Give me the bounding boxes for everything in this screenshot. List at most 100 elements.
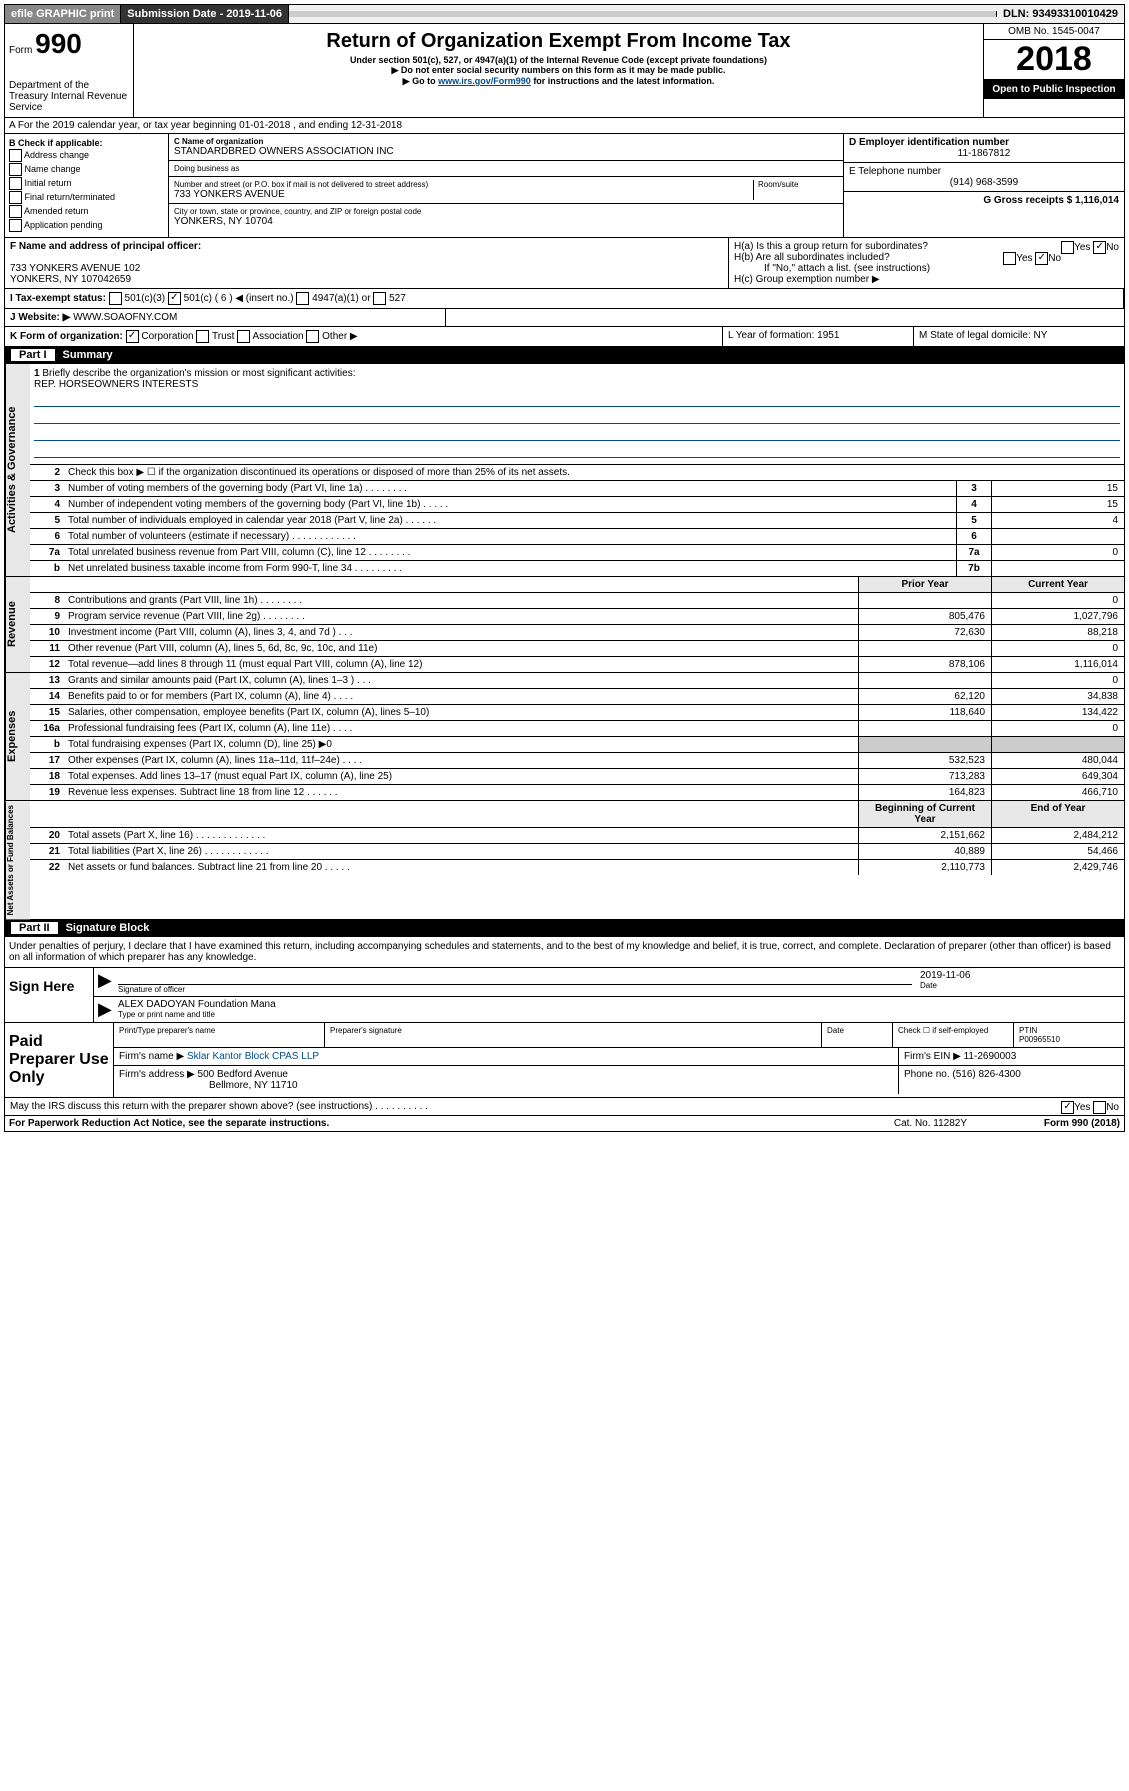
summary-row: 21Total liabilities (Part X, line 26) . …: [30, 844, 1124, 860]
colb-option[interactable]: Application pending: [9, 219, 164, 232]
form-title: Return of Organization Exempt From Incom…: [138, 30, 979, 53]
h-date: Date: [822, 1023, 893, 1047]
col-c: C Name of organization STANDARDBRED OWNE…: [169, 134, 843, 237]
subtitle-1: Under section 501(c), 527, or 4947(a)(1)…: [138, 55, 979, 65]
part2-label: Part II: [11, 922, 58, 934]
summary-row: 12Total revenue—add lines 8 through 11 (…: [30, 657, 1124, 672]
hb-yes-checkbox[interactable]: [1003, 252, 1016, 265]
sign-here-label: Sign Here: [5, 968, 94, 1022]
col-de: D Employer identification number 11-1867…: [843, 134, 1124, 237]
sig-officer-label: Signature of officer: [118, 985, 912, 994]
501c-checkbox[interactable]: ✓: [168, 292, 181, 305]
summary-revenue: Revenue Prior Year Current Year 8Contrib…: [4, 577, 1125, 673]
col-h: H(a) Is this a group return for subordin…: [729, 238, 1124, 288]
footer-left: For Paperwork Reduction Act Notice, see …: [9, 1118, 329, 1129]
website-label: J Website: ▶: [10, 312, 70, 323]
summary-row: 4Number of independent voting members of…: [30, 497, 1124, 513]
summary-row: 9Program service revenue (Part VIII, lin…: [30, 609, 1124, 625]
header-left: Form 990 Department of the Treasury Inte…: [5, 24, 134, 117]
sub3-pre: ▶ Go to: [403, 76, 438, 86]
header-right: OMB No. 1545-0047 2018 Open to Public In…: [983, 24, 1124, 117]
hc-label: H(c) Group exemption number ▶: [734, 274, 1119, 285]
hdr-curr: Current Year: [991, 577, 1124, 592]
4947-checkbox[interactable]: [296, 292, 309, 305]
summary-row: 7aTotal unrelated business revenue from …: [30, 545, 1124, 561]
summary-row: 3Number of voting members of the governi…: [30, 481, 1124, 497]
4947-label: 4947(a)(1) or: [312, 293, 370, 304]
summary-row: 15Salaries, other compensation, employee…: [30, 705, 1124, 721]
footer-mid: Cat. No. 11282Y: [894, 1118, 1044, 1129]
discuss-no-checkbox[interactable]: [1093, 1101, 1106, 1114]
form-number: 990: [35, 28, 82, 59]
addr-label: Number and street (or P.O. box if mail i…: [174, 180, 753, 189]
col-b: B Check if applicable: Address change Na…: [5, 134, 169, 237]
header-center: Return of Organization Exempt From Incom…: [134, 24, 983, 117]
summary-row: bNet unrelated business taxable income f…: [30, 561, 1124, 576]
discuss-yes-checkbox[interactable]: ✓: [1061, 1101, 1074, 1114]
ein-label: D Employer identification number: [849, 137, 1009, 148]
street-address: 733 YONKERS AVENUE: [174, 189, 753, 200]
ein-value: 11-1867812: [849, 148, 1119, 159]
501c3-checkbox[interactable]: [109, 292, 122, 305]
omb-number: OMB No. 1545-0047: [984, 24, 1124, 40]
ha-yes-checkbox[interactable]: [1061, 241, 1074, 254]
colb-option[interactable]: Name change: [9, 163, 164, 176]
ha-no-checkbox[interactable]: ✓: [1093, 241, 1106, 254]
colb-option[interactable]: Initial return: [9, 177, 164, 190]
footer-right: Form 990 (2018): [1044, 1118, 1120, 1129]
row-fh: F Name and address of principal officer:…: [4, 238, 1125, 289]
row-j: J Website: ▶ WWW.SOAOFNY.COM: [4, 309, 1125, 327]
summary-row: 16aProfessional fundraising fees (Part I…: [30, 721, 1124, 737]
firm-addr: 500 Bedford Avenue: [198, 1069, 288, 1080]
ptin-value: P00965510: [1019, 1035, 1060, 1044]
dln-label: DLN: 93493310010429: [997, 5, 1124, 23]
org-name: STANDARDBRED OWNERS ASSOCIATION INC: [174, 146, 838, 157]
instructions-link[interactable]: www.irs.gov/Form990: [438, 76, 531, 86]
arrow-icon: ▶: [98, 999, 118, 1020]
part2-title: Signature Block: [66, 922, 150, 934]
summary-row: 17Other expenses (Part IX, column (A), l…: [30, 753, 1124, 769]
officer-name: ALEX DADOYAN Foundation Mana: [118, 999, 1120, 1010]
state-domicile: M State of legal domicile: NY: [914, 327, 1124, 346]
h-check: Check ☐ if self-employed: [893, 1023, 1014, 1047]
h-ptin: PTIN: [1019, 1026, 1037, 1035]
hb-no-checkbox[interactable]: ✓: [1035, 252, 1048, 265]
colb-option[interactable]: Final return/terminated: [9, 191, 164, 204]
part2-header: Part II Signature Block: [4, 920, 1125, 937]
subtitle-3: ▶ Go to www.irs.gov/Form990 for instruct…: [138, 76, 979, 87]
summary-row: 11Other revenue (Part VIII, column (A), …: [30, 641, 1124, 657]
firm-ein: 11-2690003: [964, 1051, 1017, 1062]
summary-row: 6Total number of volunteers (estimate if…: [30, 529, 1124, 545]
527-checkbox[interactable]: [373, 292, 386, 305]
firm-name-link[interactable]: Sklar Kantor Block CPAS LLP: [187, 1051, 319, 1062]
colb-option[interactable]: Amended return: [9, 205, 164, 218]
city-label: City or town, state or province, country…: [174, 207, 838, 216]
hb-note: If "No," attach a list. (see instruction…: [734, 263, 1119, 274]
city-value: YONKERS, NY 10704: [174, 216, 838, 227]
assoc-checkbox[interactable]: [237, 330, 250, 343]
summary-row: 14Benefits paid to or for members (Part …: [30, 689, 1124, 705]
vert-governance: Activities & Governance: [5, 364, 30, 576]
501c3-label: 501(c)(3): [125, 293, 166, 304]
name-title-label: Type or print name and title: [118, 1010, 1120, 1019]
501c-label: 501(c) ( 6 ) ◀ (insert no.): [184, 293, 294, 304]
colb-option[interactable]: Address change: [9, 149, 164, 162]
officer-addr2: YONKERS, NY 107042659: [10, 274, 131, 285]
other-checkbox[interactable]: [306, 330, 319, 343]
trust-checkbox[interactable]: [196, 330, 209, 343]
open-inspection: Open to Public Inspection: [984, 80, 1124, 99]
efile-button[interactable]: efile GRAPHIC print: [5, 5, 121, 23]
discuss-text: May the IRS discuss this return with the…: [10, 1101, 428, 1112]
trust-label: Trust: [212, 331, 234, 342]
firm-name-label: Firm's name ▶: [119, 1051, 184, 1062]
h-print: Print/Type preparer's name: [114, 1023, 325, 1047]
col-b-label: B Check if applicable:: [9, 138, 103, 148]
summary-row: bTotal fundraising expenses (Part IX, co…: [30, 737, 1124, 753]
phone-value: (914) 968-3599: [849, 177, 1119, 188]
corp-checkbox[interactable]: ✓: [126, 330, 139, 343]
summary-row: 19Revenue less expenses. Subtract line 1…: [30, 785, 1124, 800]
section-bcde: B Check if applicable: Address change Na…: [4, 134, 1125, 238]
hdr-end: End of Year: [991, 801, 1124, 827]
submission-date-button[interactable]: Submission Date - 2019-11-06: [121, 5, 289, 23]
room-label: Room/suite: [758, 180, 838, 189]
